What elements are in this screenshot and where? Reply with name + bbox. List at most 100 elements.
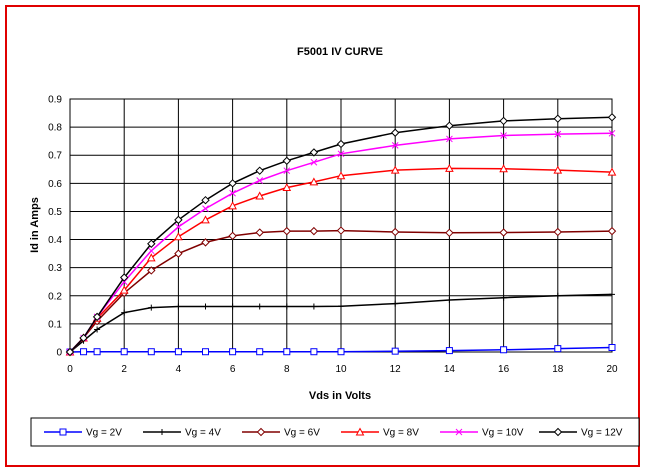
x-tick-label: 0 — [67, 364, 73, 375]
data-point — [390, 128, 400, 137]
x-tick-label: 12 — [390, 364, 402, 375]
data-point — [229, 348, 237, 356]
legend-item-3: Vg = 6V — [242, 428, 320, 439]
data-point — [229, 303, 236, 310]
data-point — [336, 226, 346, 235]
legend-swatch-marker — [553, 427, 563, 437]
data-point — [309, 226, 319, 236]
legend-label: Vg = 12V — [581, 428, 623, 439]
data-point — [283, 167, 291, 175]
legend-label: Vg = 8V — [383, 428, 419, 439]
x-axis-label: Vds in Volts — [309, 390, 371, 402]
data-point — [446, 135, 453, 143]
chart-title: F5001 IV CURVE — [297, 46, 383, 58]
data-point — [608, 344, 616, 352]
data-point — [553, 227, 563, 237]
y-tick-label: 0.5 — [48, 207, 62, 218]
data-point — [147, 239, 156, 248]
x-tick-label: 4 — [176, 364, 182, 375]
x-tick-label: 14 — [444, 364, 456, 375]
data-point — [499, 164, 508, 173]
x-tick-label: 20 — [606, 364, 618, 375]
data-point — [282, 182, 292, 192]
data-point — [309, 148, 319, 157]
y-tick-label: 0.8 — [48, 123, 62, 134]
legend-swatch-marker — [355, 427, 365, 436]
data-point — [310, 348, 318, 356]
data-point — [609, 291, 615, 298]
data-point — [607, 167, 617, 176]
data-point — [554, 345, 562, 353]
data-point — [336, 139, 346, 149]
data-point — [255, 191, 265, 200]
data-point — [148, 304, 155, 311]
data-point — [175, 303, 182, 310]
data-point — [608, 129, 616, 137]
data-point — [445, 347, 453, 355]
data-point — [65, 347, 75, 357]
data-point — [499, 116, 508, 126]
data-point — [147, 348, 155, 356]
data-point — [500, 132, 507, 139]
y-tick-label: 0.2 — [48, 291, 62, 302]
data-point — [336, 171, 346, 180]
data-point — [553, 165, 563, 174]
data-point — [392, 300, 399, 307]
data-point — [256, 177, 264, 184]
data-point — [175, 223, 182, 231]
data-point — [94, 326, 101, 333]
legend-label: Vg = 2V — [86, 428, 122, 439]
data-point — [119, 285, 129, 294]
y-tick-label: 0 — [56, 348, 62, 359]
chart-frame — [5, 5, 640, 467]
data-point — [174, 215, 183, 225]
data-point — [337, 348, 345, 356]
legend-label: Vg = 10V — [482, 428, 524, 439]
legend-item-5: Vg = 10V — [440, 428, 524, 439]
data-point — [338, 303, 344, 310]
legend-swatch-marker — [59, 428, 67, 436]
data-point — [229, 189, 236, 197]
plot-area: 0 2 4 6 8 10 12 14 16 18 20 0 0.1 0.2 0.3 0.4 0.5 0.6 0.7 0… — [48, 95, 618, 376]
data-point — [499, 228, 508, 237]
data-point — [174, 348, 182, 356]
x-tick-label: 8 — [284, 364, 290, 375]
data-point — [119, 273, 129, 282]
x-tick-label: 10 — [335, 364, 347, 375]
data-point — [310, 158, 318, 166]
data-point — [554, 292, 561, 299]
data-point — [228, 179, 237, 188]
data-point — [256, 348, 264, 356]
y-tick-label: 0.3 — [48, 263, 62, 274]
legend-label: Vg = 4V — [185, 428, 221, 439]
data-point — [121, 309, 128, 316]
data-point — [553, 114, 563, 123]
x-tick-label: 2 — [121, 364, 127, 375]
data-point — [391, 142, 399, 149]
data-point — [80, 348, 88, 356]
data-point — [309, 177, 319, 186]
data-point — [256, 303, 263, 310]
data-point — [282, 156, 292, 166]
data-point — [310, 303, 317, 310]
data-point — [337, 150, 345, 158]
data-point — [201, 238, 210, 247]
y-tick-label: 0.4 — [48, 235, 62, 246]
x-tick-label: 6 — [230, 364, 236, 375]
y-tick-label: 0.9 — [48, 95, 62, 106]
data-point — [282, 226, 292, 236]
data-point — [146, 253, 156, 262]
series-2 — [67, 291, 615, 355]
data-point — [500, 346, 508, 354]
legend: Vg = 2V Vg = 4V Vg = 6V Vg = 8V Vg = 10V Vg =… — [44, 427, 623, 439]
legend-swatch-marker — [159, 429, 165, 435]
data-point — [445, 228, 454, 238]
data-point — [93, 348, 101, 356]
data-point — [391, 347, 399, 355]
y-tick-label: 0.7 — [48, 151, 62, 162]
legend-swatch-marker — [455, 428, 463, 436]
data-point — [228, 231, 237, 241]
data-point — [202, 205, 209, 212]
data-point — [202, 303, 209, 310]
x-tick-label: 18 — [552, 364, 564, 375]
